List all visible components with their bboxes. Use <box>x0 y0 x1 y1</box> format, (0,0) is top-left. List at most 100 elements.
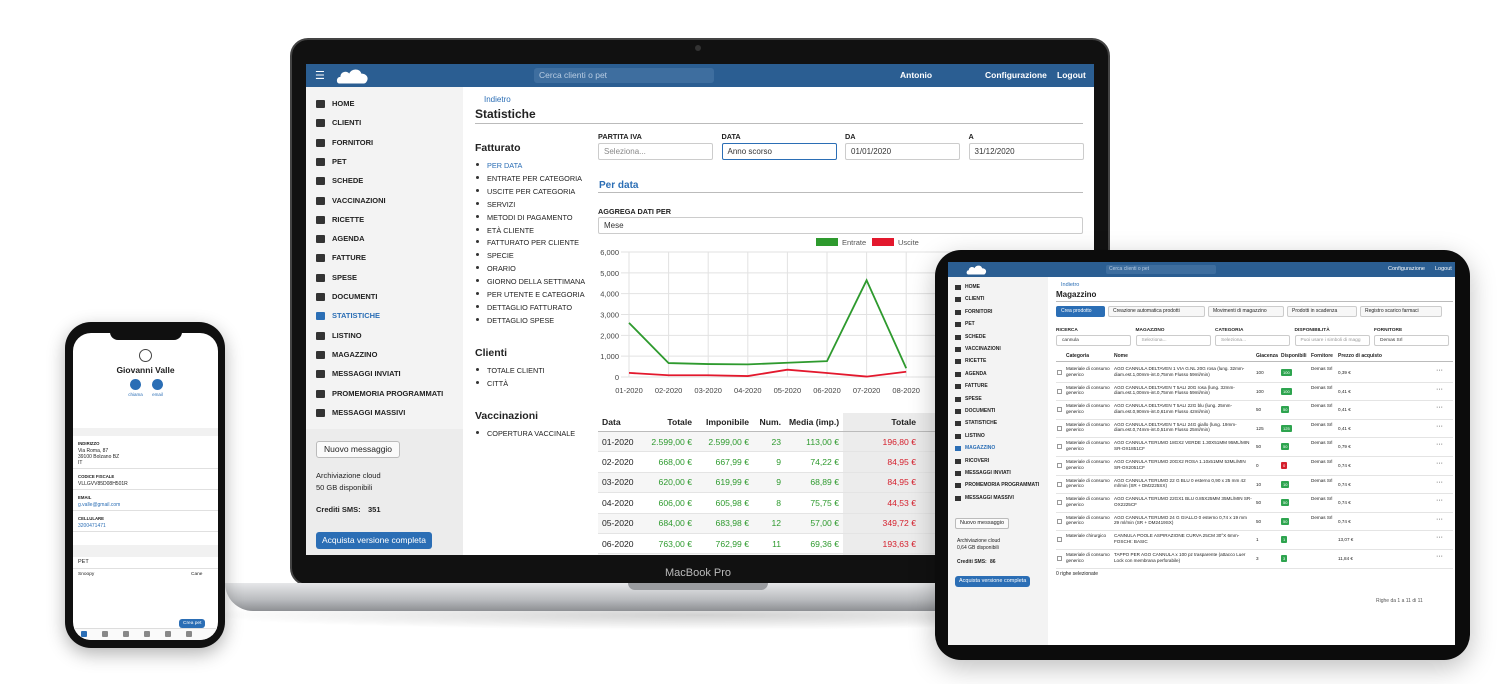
action-label[interactable]: email <box>152 392 163 397</box>
action-label[interactable]: chiama <box>128 392 143 397</box>
section-item[interactable]: SERVIZI <box>487 199 516 209</box>
row-menu[interactable]: ··· <box>1436 367 1443 374</box>
menu-item[interactable]: PET <box>965 321 975 328</box>
tab-icon[interactable] <box>165 631 171 637</box>
tab-icon[interactable] <box>102 631 108 637</box>
action-icon[interactable] <box>130 379 141 390</box>
menu-item[interactable]: MESSAGGI MASSIVI <box>965 494 1014 501</box>
menu-item[interactable]: VACCINAZIONI <box>965 346 1001 352</box>
row-menu[interactable]: ··· <box>1436 422 1443 430</box>
search-box[interactable]: Cerca clienti o pet <box>534 68 714 83</box>
row-menu[interactable]: ··· <box>1436 553 1443 560</box>
row-menu[interactable]: ··· <box>1436 460 1443 467</box>
menu-item[interactable]: LISTINO <box>332 330 362 340</box>
menu-item[interactable]: RICETTE <box>332 214 365 224</box>
tab-icon[interactable] <box>144 631 150 637</box>
filter-input[interactable]: Puoi usare i simboli di magg <box>1294 335 1370 346</box>
row-checkbox[interactable] <box>1057 518 1062 524</box>
new-pet-button[interactable]: Crea pet <box>179 619 206 628</box>
action-icon[interactable] <box>152 379 163 390</box>
buy-button[interactable]: Acquista versione completa <box>316 532 432 549</box>
row-checkbox[interactable] <box>1057 370 1062 375</box>
menu-item[interactable]: DOCUMENTI <box>332 292 378 301</box>
menu-item[interactable]: AGENDA <box>965 370 987 377</box>
toolbar-button[interactable]: Movimenti di magazzino <box>1208 306 1284 317</box>
row-checkbox[interactable] <box>1057 463 1062 468</box>
menu-item[interactable]: SCHEDE <box>332 176 364 186</box>
row-checkbox[interactable] <box>1057 444 1062 450</box>
toolbar-button[interactable]: Registro scarico farmaci <box>1360 306 1442 317</box>
toolbar-button[interactable]: Prodotti in scadenza <box>1287 306 1357 317</box>
section-item[interactable]: SPECIE <box>487 251 514 261</box>
search-box[interactable]: Cerca clienti o pet <box>1106 265 1216 274</box>
row-menu[interactable]: ··· <box>1436 497 1443 505</box>
menu-item[interactable]: MAGAZZINO <box>965 445 996 452</box>
menu-item[interactable]: MESSAGGI INVIATI <box>965 470 1011 476</box>
filter-input[interactable]: 31/12/2020 <box>968 143 1084 160</box>
row-menu[interactable]: ··· <box>1436 385 1443 393</box>
section-item[interactable]: PER DATA <box>487 161 523 170</box>
menu-item[interactable]: LISTINO <box>965 432 985 439</box>
menu-item[interactable]: CLIENTI <box>332 118 362 128</box>
user-name[interactable]: Antonio <box>900 70 933 80</box>
section-item[interactable]: CITTÀ <box>487 378 509 388</box>
menu-item[interactable]: MESSAGGI INVIATI <box>332 369 401 379</box>
aggregate-select[interactable]: Mese <box>598 217 1083 234</box>
logout-link[interactable]: Logout <box>1057 70 1086 80</box>
menu-item[interactable]: STATISTICHE <box>332 311 381 321</box>
tab-icon[interactable] <box>81 631 87 637</box>
toolbar-button[interactable]: Crea prodotto <box>1056 306 1105 317</box>
menu-item[interactable]: RICETTE <box>965 358 987 365</box>
config-link[interactable]: Configurazione <box>985 70 1047 80</box>
menu-item[interactable]: FATTURE <box>965 383 988 390</box>
menu-item[interactable]: MESSAGGI MASSIVI <box>332 407 406 417</box>
menu-item[interactable]: PROMEMORIA PROGRAMMATI <box>965 482 1040 489</box>
menu-item[interactable]: FATTURE <box>332 253 367 263</box>
row-menu[interactable]: ··· <box>1436 478 1443 486</box>
section-item[interactable]: COPERTURA VACCINALE <box>487 428 576 438</box>
menu-item[interactable]: SPESE <box>965 395 982 402</box>
section-item[interactable]: METODI DI PAGAMENTO <box>487 212 573 222</box>
section-item[interactable]: ENTRATE PER CATEGORIA <box>487 173 583 183</box>
tab-icon[interactable] <box>123 631 129 637</box>
menu-item[interactable]: AGENDA <box>332 234 365 244</box>
row-checkbox[interactable] <box>1057 388 1062 394</box>
new-message-button[interactable]: Nuovo messaggio <box>316 441 401 458</box>
pet-name[interactable]: Snoopy <box>78 572 95 577</box>
section-item[interactable]: ETÀ CLIENTE <box>487 225 535 235</box>
menu-item[interactable]: HOME <box>332 99 355 108</box>
row-checkbox[interactable] <box>1057 481 1062 487</box>
menu-toggle[interactable]: ☰ <box>315 70 325 82</box>
buy-button[interactable]: Acquista versione completa <box>955 576 1031 587</box>
row-checkbox[interactable] <box>1057 407 1062 413</box>
menu-item[interactable]: RICOVERI <box>965 457 990 464</box>
toolbar-button[interactable]: Creazione automatica prodotti <box>1108 306 1205 317</box>
filter-input[interactable]: Demas Srl <box>1374 335 1449 346</box>
row-menu[interactable]: ··· <box>1436 515 1443 523</box>
menu-item[interactable]: PET <box>332 156 347 166</box>
section-item[interactable]: TOTALE CLIENTI <box>487 365 545 375</box>
row-checkbox[interactable] <box>1057 556 1062 561</box>
menu-item[interactable]: STATISTICHE <box>965 420 998 427</box>
section-item[interactable]: USCITE PER CATEGORIA <box>487 186 576 196</box>
section-item[interactable]: DETTAGLIO FATTURATO <box>487 302 572 312</box>
filter-input[interactable]: cannula <box>1056 335 1131 346</box>
row-menu[interactable]: ··· <box>1436 441 1443 449</box>
menu-item[interactable]: CLIENTI <box>965 296 985 303</box>
logout-link[interactable]: Logout <box>1435 266 1452 272</box>
menu-item[interactable]: PROMEMORIA PROGRAMMATI <box>332 388 444 398</box>
filter-input[interactable]: Seleziona... <box>1135 335 1211 346</box>
menu-item[interactable]: SPESE <box>332 272 358 282</box>
menu-item[interactable]: FORNITORI <box>332 137 374 147</box>
section-item[interactable]: PER UTENTE E CATEGORIA <box>487 290 585 299</box>
config-link[interactable]: Configurazione <box>1388 266 1425 272</box>
row-checkbox[interactable] <box>1057 537 1062 543</box>
menu-item[interactable]: DOCUMENTI <box>965 408 996 414</box>
filter-input[interactable]: 01/01/2020 <box>845 143 960 160</box>
section-item[interactable]: ORARIO <box>487 264 516 274</box>
section-item[interactable]: FATTURATO PER CLIENTE <box>487 238 580 248</box>
back-link[interactable]: Indietro <box>484 95 511 104</box>
section-item[interactable]: GIORNO DELLA SETTIMANA <box>487 277 586 287</box>
menu-item[interactable]: MAGAZZINO <box>332 349 378 359</box>
filter-input[interactable]: Anno scorso <box>721 143 837 160</box>
